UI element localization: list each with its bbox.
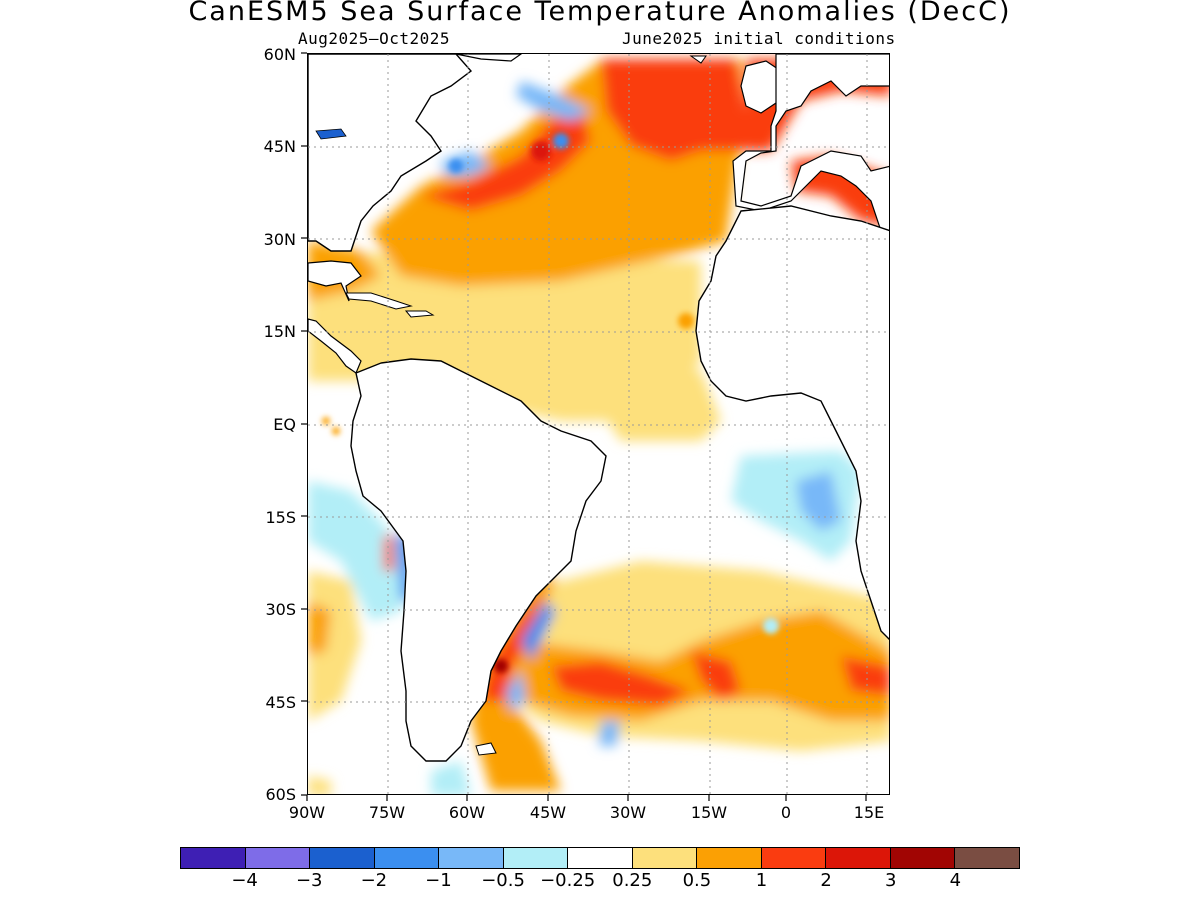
- forecast-period-label: Aug2025—Oct2025: [298, 29, 450, 48]
- colorbar-swatch: [181, 848, 246, 868]
- lat-label: 15N: [263, 322, 296, 341]
- florida: [308, 260, 362, 302]
- lon-label: 15W: [690, 803, 728, 822]
- colorbar-swatch: [761, 848, 827, 868]
- graticule: [308, 54, 889, 794]
- anomaly-detail-layer: [316, 126, 779, 673]
- hispaniola: [404, 310, 435, 318]
- colorbar-swatch: [632, 848, 698, 868]
- colorbar-tick-label: 3: [885, 870, 897, 891]
- lon-label: 60W: [448, 803, 486, 822]
- iceland: [689, 55, 707, 64]
- lat-label: 30S: [265, 600, 296, 619]
- colorbar-swatch: [697, 848, 762, 868]
- colorbar-tick-label: −1: [425, 870, 452, 891]
- lat-label: 15S: [265, 508, 296, 527]
- greenland-tip: [455, 54, 523, 62]
- anomaly-fill-layer: [308, 59, 889, 794]
- colorbar-swatch: [568, 848, 633, 868]
- colorbar-tick-label: −4: [231, 870, 258, 891]
- lon-label: 0: [780, 803, 792, 822]
- colorbar-tick-label: −0.5: [481, 870, 525, 891]
- lat-label: EQ: [273, 415, 296, 434]
- colorbar-tick-label: 0.25: [612, 870, 653, 891]
- lon-label: 15E: [853, 803, 885, 822]
- colorbar-swatch: [310, 848, 375, 868]
- south-america: [350, 358, 607, 762]
- colorbar-swatch: [374, 848, 440, 868]
- colorbar-swatch: [826, 848, 891, 868]
- colorbar-swatch: [890, 848, 956, 868]
- lat-label: 45S: [265, 693, 296, 712]
- colorbar-swatch: [955, 848, 1019, 868]
- falkland-islands: [475, 742, 497, 756]
- map-canvas: [308, 54, 889, 794]
- colorbar-swatch: [245, 848, 311, 868]
- lon-label: 75W: [368, 803, 406, 822]
- sst-anomaly-map: [307, 53, 890, 795]
- initial-conditions-label: June2025 initial conditions: [622, 29, 896, 48]
- great-lakes: [315, 128, 347, 140]
- chart-title: CanESM5 Sea Surface Temperature Anomalie…: [188, 0, 1012, 27]
- colorbar-tick-label: 4: [949, 870, 962, 891]
- land-layer: [308, 54, 889, 762]
- colorbar-swatch: [439, 848, 504, 868]
- colorbar-swatch: [503, 848, 569, 868]
- colorbar: [180, 847, 1020, 869]
- lat-label: 30N: [263, 230, 296, 249]
- lat-label: 60S: [265, 785, 296, 804]
- cuba: [345, 292, 413, 310]
- lat-label: 60N: [263, 45, 296, 64]
- colorbar-tick-label: 1: [755, 870, 768, 891]
- colorbar-tick-label: 2: [820, 870, 832, 891]
- colorbar-tick-label: −3: [295, 870, 323, 891]
- lat-label: 45N: [263, 137, 296, 156]
- africa: [695, 205, 889, 640]
- colorbar-tick-label: −2: [360, 870, 388, 891]
- lon-label: 45W: [529, 803, 567, 822]
- lon-label: 30W: [609, 803, 647, 822]
- europe: [732, 54, 889, 236]
- north-america: [308, 54, 473, 252]
- lon-label: 90W: [288, 803, 326, 822]
- colorbar-tick-label: −0.25: [540, 870, 596, 891]
- british-isles: [740, 60, 782, 114]
- colorbar-tick-label: 0.5: [682, 870, 712, 891]
